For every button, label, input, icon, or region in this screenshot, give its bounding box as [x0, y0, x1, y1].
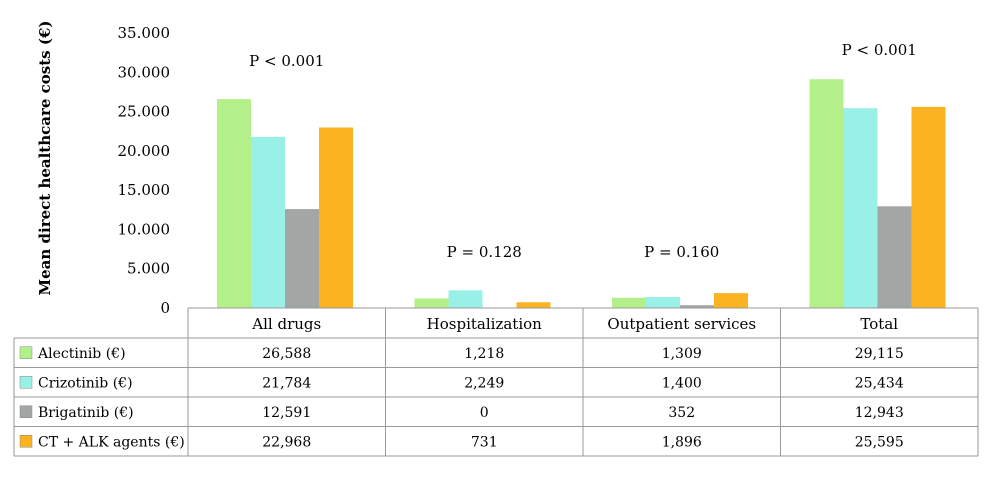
y-tick-label: 25.000 — [118, 103, 171, 121]
y-tick-label: 0 — [160, 299, 170, 317]
table-cell: 731 — [471, 434, 498, 450]
table-cell: 12,943 — [855, 405, 904, 421]
series-label: Brigatinib (€) — [38, 405, 134, 421]
p-value-annotations: P < 0.001 P = 0.128 P = 0.160 P < 0.001 — [249, 41, 917, 261]
series-label: Alectinib (€) — [37, 346, 126, 362]
table-cell: 1,309 — [662, 346, 702, 362]
y-tick-label: 15.000 — [118, 181, 171, 199]
legend-swatch — [19, 346, 33, 359]
p-value-label: P < 0.001 — [842, 41, 917, 59]
bar — [646, 297, 680, 308]
table-cell: 26,588 — [262, 346, 311, 362]
table-cell: 352 — [668, 405, 695, 421]
y-axis-ticks: 0 5.000 10.000 15.000 20.000 25.000 30.000 35.0… — [118, 24, 171, 317]
bar — [911, 106, 946, 309]
series-label: CT + ALK agents (€) — [38, 434, 185, 450]
bar — [251, 136, 285, 308]
p-value-label: P < 0.001 — [249, 52, 324, 70]
bar — [448, 290, 483, 308]
category-label: Hospitalization — [427, 315, 542, 333]
bar — [516, 302, 551, 308]
table-cell: 25,595 — [855, 434, 904, 450]
table-cell: 29,115 — [855, 346, 904, 362]
bar — [680, 305, 714, 308]
table-cell: 25,434 — [855, 375, 904, 391]
category-label: All drugs — [251, 315, 321, 333]
p-value-label: P = 0.128 — [447, 243, 522, 261]
legend-swatch — [19, 405, 33, 418]
y-tick-label: 10.000 — [118, 220, 171, 238]
table-cell: 0 — [480, 405, 489, 421]
y-axis-label: Mean direct healthcare costs (€) — [36, 21, 54, 296]
table-cell: 21,784 — [262, 375, 311, 391]
legend-swatch — [19, 435, 33, 448]
y-tick-label: 30.000 — [118, 63, 171, 81]
category-label: Outpatient services — [607, 315, 756, 333]
bar — [217, 99, 251, 308]
p-value-label: P = 0.160 — [644, 243, 719, 261]
table-cell: 1,400 — [662, 375, 702, 391]
bar — [877, 206, 912, 308]
table-cell: 1,896 — [662, 434, 702, 450]
table-cell: 1,218 — [464, 346, 504, 362]
legend-swatch — [19, 376, 33, 389]
table-cell: 12,591 — [262, 405, 311, 421]
bar — [285, 209, 319, 308]
category-label: Total — [860, 315, 898, 333]
bar — [714, 293, 748, 308]
table-cell: 2,249 — [464, 375, 504, 391]
table-cell: 22,968 — [262, 434, 311, 450]
data-table: All drugs Hospitalization Outpatient servi… — [13, 307, 979, 457]
bar — [414, 298, 449, 308]
bar — [319, 127, 353, 308]
bar — [612, 297, 646, 308]
y-tick-label: 35.000 — [118, 24, 171, 42]
series-label: Crizotinib (€) — [38, 375, 133, 391]
bar — [809, 79, 844, 308]
bar — [843, 108, 878, 308]
y-tick-label: 20.000 — [118, 142, 171, 160]
bar-area — [217, 79, 946, 309]
y-tick-label: 5.000 — [127, 260, 170, 278]
